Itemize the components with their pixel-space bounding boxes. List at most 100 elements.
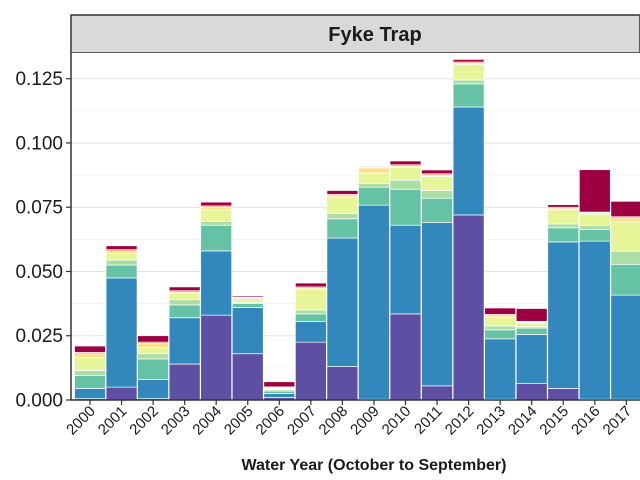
bar-segment-2012-0 [452,214,485,401]
bar-segment-2000-4 [74,357,106,371]
bar-segment-2001-7 [105,245,138,250]
bar-segment-2008-0 [326,366,359,401]
bar-segment-2002-5 [137,343,169,348]
bar-segment-2011-4 [421,176,453,191]
bar-segment-2004-2 [200,224,233,252]
bar-segment-2011-3 [421,190,453,199]
bar-segment-2005-7 [231,295,264,298]
bar-segment-2006-7 [263,381,296,388]
bar-segment-2008-3 [326,213,359,220]
bar-segment-2014-1 [515,334,548,384]
bar-segment-2003-0 [168,363,201,401]
y-tick-label: 0.100 [15,133,63,154]
bar-segment-2011-1 [421,222,453,387]
bar-segment-2008-7 [326,190,359,195]
bar-segment-2001-3 [105,259,138,266]
y-tick-label: 0.050 [15,262,63,283]
bar-segment-2016-2 [578,229,611,242]
x-tick-label: 2015 [536,403,572,439]
bar-segment-2009-1 [358,204,390,400]
bar-segment-2002-3 [137,353,169,360]
bar-segment-2004-4 [200,209,233,222]
bar-segment-2015-3 [547,223,580,229]
x-tick-label: 2001 [95,403,131,439]
bar-segment-2017-2 [610,263,640,296]
bar-segment-2009-3 [358,182,390,188]
bar-segment-2002-4 [137,346,169,355]
bar-segment-2004-3 [200,221,233,226]
bar-segment-2017-5 [610,217,640,223]
bar-segment-2014-0 [515,382,548,401]
bar-segment-2013-2 [484,329,516,340]
bar-segment-2009-7 [358,166,390,168]
bar-segment-2015-2 [547,227,580,243]
bar-segment-2010-1 [389,224,422,315]
bar-segment-2016-3 [578,225,611,230]
bar-segment-2001-4 [105,253,138,261]
bar-segment-2007-2 [295,313,327,322]
bar-segment-2012-1 [452,106,485,216]
bar-segment-2015-4 [547,209,580,225]
x-tick-label: 2017 [600,403,636,439]
x-axis-title: Water Year (October to September) [242,457,507,474]
facet-strip [70,14,640,54]
x-tick-label: 2005 [221,403,257,439]
y-axis: 0.000 0.025 0.050 0.075 0.100 0.125 [15,53,72,412]
bar-segment-2012-3 [452,79,485,85]
x-tick-label: 2007 [284,403,320,439]
bar-segment-2007-0 [295,341,327,401]
x-tick-label: 2013 [473,403,509,439]
bar-segment-2001-1 [105,277,138,388]
x-tick-label: 2011 [411,403,446,438]
bar-segment-2004-7 [200,201,233,207]
facet-title: Fyke Trap [328,24,421,46]
bar-segment-2013-1 [484,338,516,400]
bar-segment-2003-3 [168,299,201,306]
bar-segment-2010-2 [389,188,422,226]
bar-segment-2010-3 [389,179,422,190]
x-tick-label: 2014 [505,403,541,439]
bar-segment-2000-5 [74,353,106,358]
bar-segment-2011-7 [421,169,453,175]
bar-segment-2013-7 [484,307,516,315]
bar-segment-2015-1 [547,241,580,389]
bar-segment-2004-1 [200,250,233,316]
bar-segment-2005-2 [231,303,264,308]
bar-segment-2003-7 [168,286,201,292]
bar-segment-2014-4 [515,322,548,328]
bar-segment-2009-5 [358,167,390,174]
bar-segment-2003-2 [168,304,201,319]
bar-segment-2017-3 [610,251,640,265]
bar-segment-2015-0 [547,388,580,401]
bar-segment-2003-4 [168,292,201,301]
bar-segment-2007-3 [295,309,327,315]
y-tick-label: 0.075 [15,198,63,219]
bar-segment-2012-7 [452,59,485,63]
bar-segment-2000-7 [74,345,106,353]
bars [74,59,640,401]
bar-segment-2007-7 [295,282,327,288]
bar-segment-2012-2 [452,83,485,108]
bar-segment-2004-0 [200,314,233,401]
bar-segment-2001-0 [105,386,138,401]
bar-segment-2012-4 [452,64,485,81]
bar-segment-2002-2 [137,358,169,380]
bar-segment-2017-7 [610,200,640,218]
x-tick-label: 2002 [126,403,162,439]
bar-segment-2011-0 [421,385,453,401]
bar-segment-2015-7 [547,204,580,208]
x-tick-label: 2012 [442,403,478,439]
bar-segment-2017-4 [610,221,640,252]
bar-segment-2000-3 [74,370,106,376]
bar-segment-2008-1 [326,237,359,367]
bar-segment-2009-4 [358,172,390,184]
bar-segment-2011-2 [421,197,453,223]
x-tick-label: 2016 [568,403,604,439]
x-axis: 2000200120022003200420052006200720082009… [63,399,640,439]
bar-segment-2014-2 [515,327,548,335]
bar-segment-2005-4 [231,298,264,303]
x-tick-label: 2000 [63,403,99,439]
bar-segment-2010-4 [389,167,422,181]
bar-segment-2001-5 [105,250,138,254]
